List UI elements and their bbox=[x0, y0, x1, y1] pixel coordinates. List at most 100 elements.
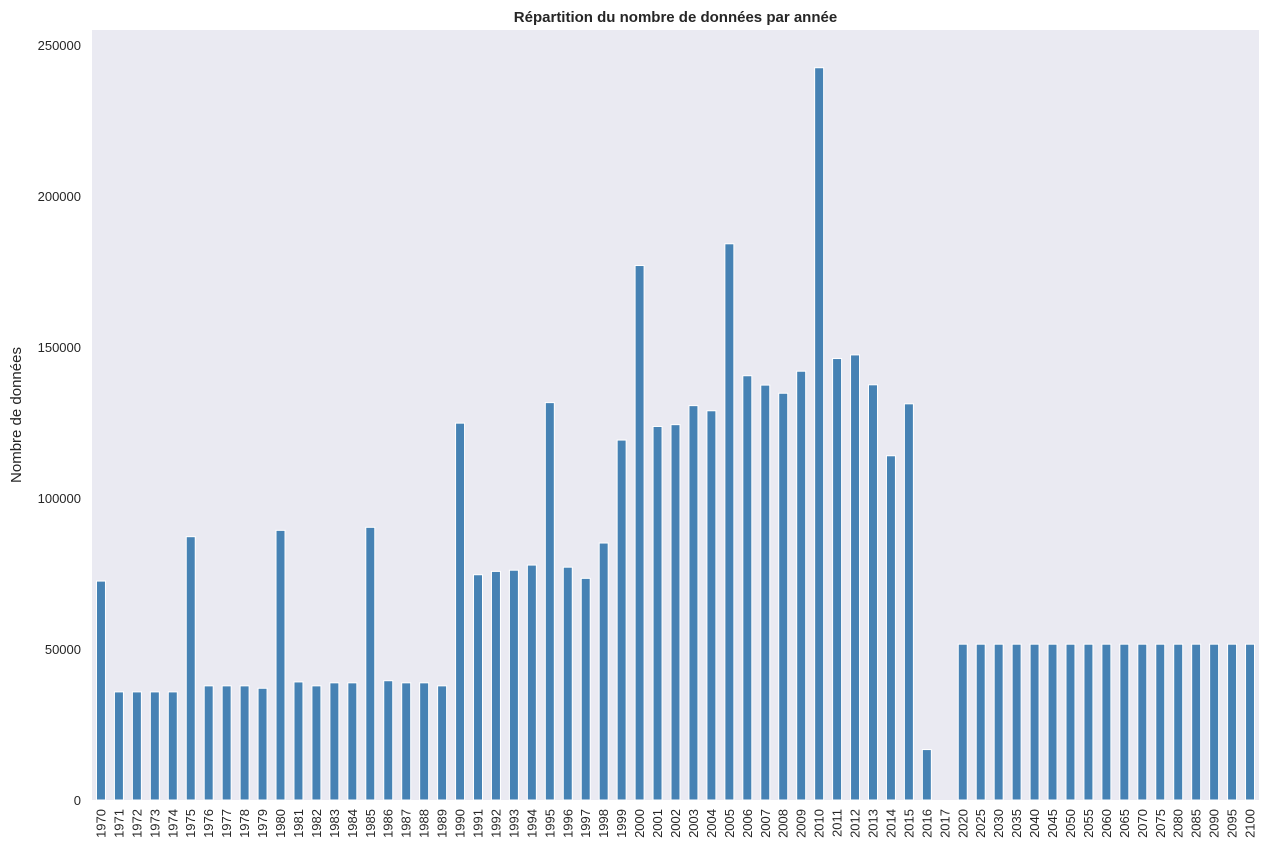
x-tick-label: 1989 bbox=[435, 809, 450, 838]
x-tick-label: 2017 bbox=[937, 809, 952, 838]
bar-2045 bbox=[1047, 643, 1058, 801]
bar-2009 bbox=[796, 370, 807, 801]
x-tick-label: 1986 bbox=[381, 809, 396, 838]
bar-1972 bbox=[131, 691, 142, 801]
bar-2006 bbox=[742, 375, 753, 801]
x-tick-label: 2004 bbox=[704, 809, 719, 838]
x-tick-label: 1975 bbox=[183, 809, 198, 838]
bar-2008 bbox=[778, 392, 789, 801]
y-axis-ticks: 0 50000 100000 150000 200000 250000 bbox=[38, 38, 81, 808]
bar-2002 bbox=[670, 424, 681, 801]
bar-2095 bbox=[1227, 643, 1238, 801]
x-tick-label: 1993 bbox=[506, 809, 521, 838]
x-tick-label: 1995 bbox=[542, 809, 557, 838]
x-tick-label: 2090 bbox=[1207, 809, 1222, 838]
bar-1994 bbox=[526, 564, 537, 801]
bar-1980 bbox=[275, 529, 286, 801]
bar-2065 bbox=[1119, 643, 1130, 801]
x-tick-label: 2008 bbox=[776, 809, 791, 838]
x-tick-label: 2011 bbox=[830, 809, 845, 837]
bar-2010 bbox=[814, 67, 825, 801]
x-tick-label: 1997 bbox=[578, 809, 593, 838]
bar-1984 bbox=[347, 682, 358, 801]
bar-2090 bbox=[1209, 643, 1220, 801]
bar-2100 bbox=[1245, 643, 1256, 801]
x-tick-label: 2035 bbox=[1009, 809, 1024, 838]
bar-1990 bbox=[455, 422, 466, 801]
x-tick-label: 1988 bbox=[417, 809, 432, 838]
x-tick-label: 2005 bbox=[722, 809, 737, 838]
bar-2004 bbox=[706, 410, 717, 801]
bar-1974 bbox=[167, 691, 178, 801]
x-tick-label: 1996 bbox=[560, 809, 575, 838]
bar-2001 bbox=[652, 425, 663, 801]
x-tick-label: 2075 bbox=[1153, 809, 1168, 838]
bar-1998 bbox=[598, 542, 609, 801]
bar-2040 bbox=[1029, 643, 1040, 801]
y-tick-label: 200000 bbox=[38, 189, 81, 204]
x-tick-label: 2085 bbox=[1189, 809, 1204, 838]
x-tick-label: 2016 bbox=[919, 809, 934, 838]
bar-2025 bbox=[975, 643, 986, 801]
bar-2055 bbox=[1083, 643, 1094, 801]
x-tick-label: 2014 bbox=[883, 809, 898, 838]
bar-2007 bbox=[760, 384, 771, 801]
bar-1988 bbox=[419, 682, 430, 801]
x-tick-label: 1974 bbox=[165, 809, 180, 838]
bar-1993 bbox=[508, 569, 519, 801]
x-tick-label: 2006 bbox=[740, 809, 755, 838]
y-tick-label: 100000 bbox=[38, 491, 81, 506]
x-tick-label: 2001 bbox=[650, 809, 665, 838]
bar-1999 bbox=[616, 439, 627, 801]
x-tick-label: 1987 bbox=[399, 809, 414, 838]
bar-1985 bbox=[365, 526, 376, 801]
bar-1971 bbox=[113, 691, 124, 801]
bar-2060 bbox=[1101, 643, 1112, 801]
x-tick-label: 1980 bbox=[273, 809, 288, 838]
bar-1996 bbox=[562, 566, 573, 801]
y-tick-label: 50000 bbox=[45, 642, 81, 657]
x-tick-label: 2045 bbox=[1045, 809, 1060, 838]
bar-1970 bbox=[95, 580, 106, 801]
chart-title: Répartition du nombre de données par ann… bbox=[514, 9, 837, 26]
bars-group bbox=[95, 67, 1256, 801]
x-tick-label: 1998 bbox=[596, 809, 611, 838]
y-tick-label: 250000 bbox=[38, 38, 81, 53]
bar-1977 bbox=[221, 685, 232, 801]
bar-2003 bbox=[688, 405, 699, 801]
bar-1982 bbox=[311, 685, 322, 801]
x-tick-label: 2080 bbox=[1171, 809, 1186, 838]
x-tick-label: 1991 bbox=[471, 809, 486, 838]
x-tick-label: 2015 bbox=[901, 809, 916, 838]
x-tick-label: 2065 bbox=[1117, 809, 1132, 838]
bar-2016 bbox=[921, 749, 932, 801]
bar-1986 bbox=[383, 680, 394, 801]
x-tick-label: 1979 bbox=[255, 809, 270, 838]
y-axis-label: Nombre de données bbox=[8, 347, 25, 483]
x-tick-label: 1999 bbox=[614, 809, 629, 838]
x-tick-label: 1990 bbox=[453, 809, 468, 838]
x-tick-label: 2040 bbox=[1027, 809, 1042, 838]
bar-2030 bbox=[993, 643, 1004, 801]
x-tick-label: 1973 bbox=[147, 809, 162, 838]
bar-2075 bbox=[1155, 643, 1166, 801]
x-tick-label: 2025 bbox=[973, 809, 988, 838]
bar-1997 bbox=[580, 577, 591, 801]
x-tick-label: 1992 bbox=[488, 809, 503, 838]
x-tick-label: 1982 bbox=[309, 809, 324, 838]
x-tick-label: 2030 bbox=[991, 809, 1006, 838]
x-tick-label: 2013 bbox=[865, 809, 880, 838]
x-tick-label: 1994 bbox=[524, 809, 539, 838]
x-tick-label: 1978 bbox=[237, 809, 252, 838]
bar-1973 bbox=[149, 691, 160, 801]
bar-2000 bbox=[634, 265, 645, 801]
y-tick-label: 150000 bbox=[38, 340, 81, 355]
x-tick-label: 1976 bbox=[201, 809, 216, 838]
x-tick-label: 2003 bbox=[686, 809, 701, 838]
y-tick-label: 0 bbox=[74, 793, 81, 808]
x-tick-label: 1981 bbox=[291, 809, 306, 838]
x-tick-label: 2100 bbox=[1243, 809, 1258, 838]
bar-1976 bbox=[203, 685, 214, 801]
bar-2005 bbox=[724, 243, 735, 801]
x-axis-ticks: 1970 1971 1972 1973 1974 1975 1976 1977 1978 1979… bbox=[93, 809, 1257, 838]
